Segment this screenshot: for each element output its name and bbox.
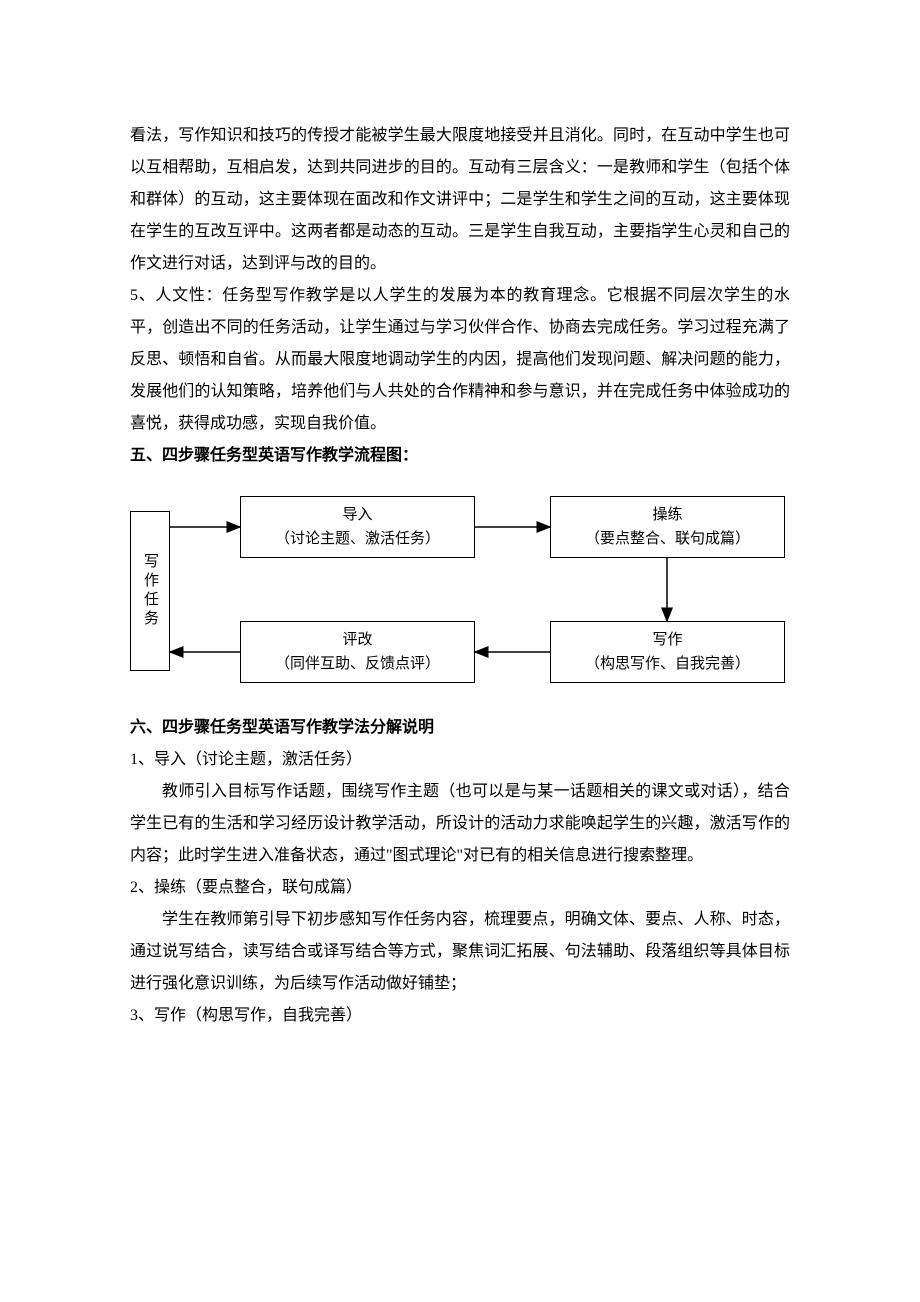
- flow-arrows: [130, 486, 790, 696]
- paragraph-interaction: 看法，写作知识和技巧的传授才能被学生最大限度地接受并且消化。同时，在互动中学生也…: [130, 120, 790, 280]
- section-6-1-body: 教师引入目标写作话题，围绕写作主题（也可以是与某一话题相关的课文或对话），结合学…: [130, 776, 790, 872]
- section-6-3-title: 3、写作（构思写作，自我完善）: [130, 1000, 790, 1032]
- paragraph-humanism: 5、人文性：任务型写作教学是以人学生的发展为本的教育理念。它根据不同层次学生的水…: [130, 280, 790, 440]
- heading-5: 五、四步骤任务型英语写作教学流程图：: [130, 440, 790, 472]
- heading-6: 六、四步骤任务型英语写作教学法分解说明: [130, 712, 790, 744]
- section-6-1-title: 1、导入（讨论主题，激活任务）: [130, 744, 790, 776]
- section-6-2-body: 学生在教师第引导下初步感知写作任务内容，梳理要点，明确文体、要点、人称、时态，通…: [130, 904, 790, 1000]
- teaching-flowchart: 写作任务 导入 （讨论主题、激活任务） 操练 （要点整合、联句成篇） 写作 （构…: [130, 486, 790, 696]
- flow-edge-group: [170, 527, 667, 652]
- section-6-2-title: 2、操练（要点整合，联句成篇）: [130, 872, 790, 904]
